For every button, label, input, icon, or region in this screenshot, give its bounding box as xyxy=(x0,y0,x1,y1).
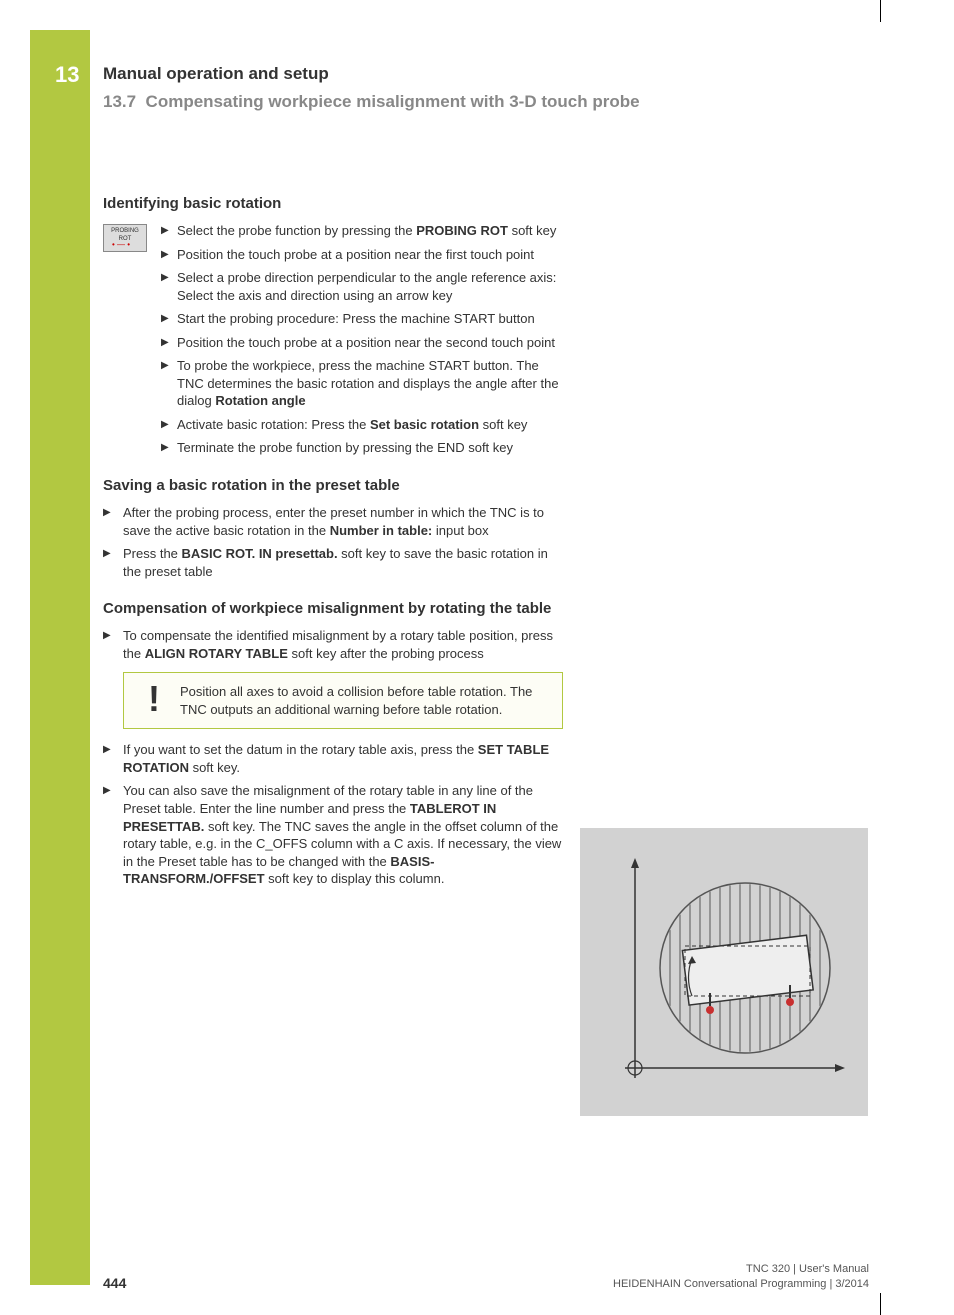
steps-saving: ▶After the probing process, enter the pr… xyxy=(103,504,563,580)
step-text: Position the touch probe at a position n… xyxy=(177,246,563,264)
section-title: 13.7 Compensating workpiece misalignment… xyxy=(103,92,883,112)
crop-mark-bottom xyxy=(880,1293,881,1315)
step-text: Activate basic rotation: Press the Set b… xyxy=(177,416,563,434)
subheading-saving: Saving a basic rotation in the preset ta… xyxy=(103,477,563,494)
list-item: ▶Press the BASIC ROT. IN presettab. soft… xyxy=(103,545,563,580)
footer-text: TNC 320 | User's ManualHEIDENHAIN Conver… xyxy=(613,1262,869,1291)
warning-box: ! Position all axes to avoid a collision… xyxy=(123,672,563,729)
bullet-icon: ▶ xyxy=(161,357,177,410)
list-item: ▶Select a probe direction perpendicular … xyxy=(161,269,563,304)
step-text: If you want to set the datum in the rota… xyxy=(123,741,563,776)
bullet-icon: ▶ xyxy=(161,222,177,240)
bullet-icon: ▶ xyxy=(103,545,123,580)
bullet-icon: ▶ xyxy=(103,741,123,776)
chapter-title: Manual operation and setup xyxy=(103,64,883,84)
bullet-icon: ▶ xyxy=(161,310,177,328)
step-text: Position the touch probe at a position n… xyxy=(177,334,563,352)
step-text: Select the probe function by pressing th… xyxy=(177,222,563,240)
subheading-identifying: Identifying basic rotation xyxy=(103,195,563,212)
bullet-icon: ▶ xyxy=(161,246,177,264)
warning-text: Position all axes to avoid a collision b… xyxy=(174,683,552,718)
list-item: ▶Position the touch probe at a position … xyxy=(161,246,563,264)
list-item: ▶Terminate the probe function by pressin… xyxy=(161,439,563,457)
step-text: After the probing process, enter the pre… xyxy=(123,504,563,539)
list-item: ▶Position the touch probe at a position … xyxy=(161,334,563,352)
bullet-icon: ▶ xyxy=(161,416,177,434)
step-text: Start the probing procedure: Press the m… xyxy=(177,310,563,328)
steps-identifying: ▶Select the probe function by pressing t… xyxy=(161,222,563,457)
bullet-icon: ▶ xyxy=(161,439,177,457)
list-item: ▶Activate basic rotation: Press the Set … xyxy=(161,416,563,434)
bullet-icon: ▶ xyxy=(103,627,123,662)
bullet-icon: ▶ xyxy=(161,269,177,304)
list-item: ▶To probe the workpiece, press the machi… xyxy=(161,357,563,410)
list-item: ▶ You can also save the misalignment of … xyxy=(103,782,563,887)
step-text: To probe the workpiece, press the machin… xyxy=(177,357,563,410)
list-item: ▶Select the probe function by pressing t… xyxy=(161,222,563,240)
step-text: You can also save the misalignment of th… xyxy=(123,782,563,887)
step-text: Select a probe direction perpendicular t… xyxy=(177,269,563,304)
bullet-icon: ▶ xyxy=(161,334,177,352)
list-item: ▶After the probing process, enter the pr… xyxy=(103,504,563,539)
sidebar-accent xyxy=(30,30,90,1285)
page-number: 444 xyxy=(103,1275,126,1291)
crop-mark-top xyxy=(880,0,881,22)
step-text: To compensate the identified misalignmen… xyxy=(123,627,563,662)
list-item: ▶ To compensate the identified misalignm… xyxy=(103,627,563,662)
subheading-compensation: Compensation of workpiece misalignment b… xyxy=(103,600,563,617)
list-item: ▶ If you want to set the datum in the ro… xyxy=(103,741,563,776)
steps-compensation: ▶ To compensate the identified misalignm… xyxy=(103,627,563,888)
bullet-icon: ▶ xyxy=(103,504,123,539)
step-text: Terminate the probe function by pressing… xyxy=(177,439,563,457)
rotary-table-diagram xyxy=(580,828,868,1116)
page-header: Manual operation and setup 13.7 Compensa… xyxy=(103,64,883,112)
list-item: ▶Start the probing procedure: Press the … xyxy=(161,310,563,328)
chapter-number: 13 xyxy=(55,62,79,88)
exclamation-icon: ! xyxy=(134,683,174,715)
bullet-icon: ▶ xyxy=(103,782,123,887)
main-content: Identifying basic rotation ▶Select the p… xyxy=(103,195,563,894)
step-text: Press the BASIC ROT. IN presettab. soft … xyxy=(123,545,563,580)
